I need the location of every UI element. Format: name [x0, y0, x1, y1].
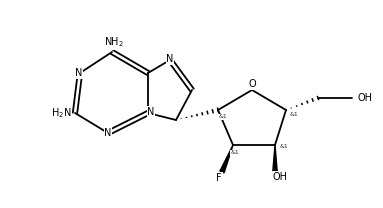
Text: O: O [248, 79, 256, 89]
Text: H$_2$N: H$_2$N [51, 106, 71, 120]
Text: &1: &1 [219, 114, 228, 120]
Text: &1: &1 [231, 151, 239, 156]
Text: N: N [147, 107, 155, 117]
Polygon shape [220, 145, 233, 173]
Polygon shape [273, 145, 277, 172]
Text: OH: OH [272, 172, 288, 182]
Text: &1: &1 [280, 145, 288, 150]
Text: NH$_2$: NH$_2$ [104, 35, 124, 49]
Text: F: F [216, 173, 222, 183]
Text: &1: &1 [290, 113, 298, 118]
Text: OH: OH [358, 93, 373, 103]
Text: N: N [75, 68, 83, 78]
Text: N: N [166, 54, 173, 64]
Text: N: N [104, 128, 112, 138]
